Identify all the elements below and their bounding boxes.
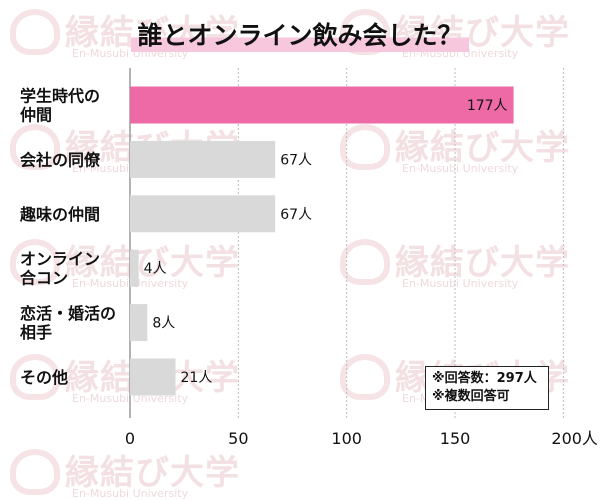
x-tick-label: 0 — [125, 429, 135, 448]
bar — [130, 304, 148, 342]
respondent-note: ※回答数：297人 ※複数回答可 — [425, 366, 549, 410]
x-tick-label: 50 — [228, 429, 248, 448]
category-label: オンライン — [20, 250, 100, 269]
bar — [130, 358, 176, 396]
value-label: 177人 — [467, 98, 508, 114]
value-label: 4人 — [144, 261, 167, 277]
respondent-count: ※回答数：297人 — [432, 371, 537, 386]
value-label: 21人 — [181, 370, 213, 386]
chart-title: 誰とオンライン飲み会した？ — [131, 14, 469, 52]
value-label: 8人 — [152, 316, 175, 332]
bar — [130, 249, 139, 287]
category-label: 恋活・婚活の — [20, 304, 116, 323]
x-tick-label: 200人 — [551, 429, 598, 448]
category-label: 学生時代の — [20, 87, 100, 106]
category-label: 相手 — [20, 323, 52, 342]
watermark-subtitle: En-Musubi University — [72, 487, 189, 500]
category-label: 会社の同僚 — [20, 150, 101, 169]
x-tick-label: 150 — [440, 429, 471, 448]
value-label: 67人 — [280, 152, 312, 168]
value-label: 67人 — [280, 207, 312, 223]
category-label: 趣味の仲間 — [19, 205, 100, 224]
category-label: 仲間 — [20, 106, 52, 125]
bar — [130, 195, 276, 233]
x-tick-label: 100 — [331, 429, 362, 448]
bar — [130, 140, 276, 178]
category-label: 合コン — [20, 269, 68, 288]
category-label: その他 — [20, 368, 68, 387]
bar — [130, 86, 514, 124]
multiple-answer-note: ※複数回答可 — [432, 389, 510, 404]
